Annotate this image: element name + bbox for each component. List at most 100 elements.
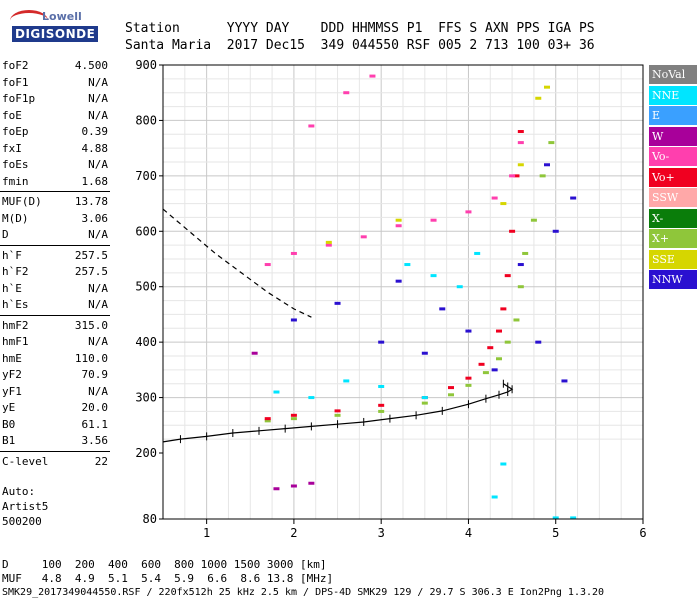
x-tick-label: 3 (378, 526, 385, 540)
data-point (539, 174, 546, 178)
data-point (530, 218, 537, 222)
data-point (251, 351, 258, 355)
data-point (378, 403, 385, 407)
param-value: N/A (88, 298, 108, 311)
param-row: yE 20.0 (0, 400, 112, 417)
param-value: 22 (94, 454, 108, 468)
data-point (509, 174, 516, 178)
data-point (504, 340, 511, 344)
legend-item: NoVal (649, 65, 697, 84)
data-point (500, 202, 507, 206)
param-label: hmE (2, 351, 22, 365)
data-point (504, 274, 511, 278)
param-row: M(D) 3.06 (0, 211, 112, 228)
distance-row: D 100 200 400 600 800 1000 1500 3000 [km… (2, 558, 327, 571)
data-point (308, 124, 315, 128)
scaled-parameters-panel: foF2 4.500 foF1 N/A foF1p N/A foE N/A foEp 0.39 fx… (0, 58, 112, 470)
param-value: N/A (88, 108, 108, 122)
data-point (570, 196, 577, 200)
legend-item: SSE (649, 249, 697, 269)
data-point (448, 386, 454, 390)
data-point (491, 368, 498, 372)
header-values: Santa Maria 2017 Dec15 349 044550 RSF 00… (125, 38, 595, 53)
param-value: N/A (88, 335, 108, 348)
param-label: foE (2, 108, 22, 122)
param-value: N/A (88, 92, 108, 105)
param-label: M(D) (2, 211, 29, 225)
param-value: N/A (88, 75, 108, 89)
param-row: hmF2 315.0 (0, 318, 112, 335)
param-value: 0.39 (81, 125, 109, 138)
param-row: foF1 N/A (0, 75, 112, 92)
data-point (552, 229, 559, 233)
station-header: Station YYYY DAY DDD HHMMSS P1 FFS S AXN… (125, 20, 595, 54)
lowell-digisonde-logo: Lowell DIGISONDE (6, 6, 116, 46)
x-tick-label: 2 (290, 526, 297, 540)
param-label: D (2, 228, 9, 241)
param-label: hmF1 (2, 335, 29, 348)
param-value: 3.56 (81, 434, 109, 447)
data-point (378, 409, 385, 413)
data-point (334, 301, 341, 305)
profile-dashed-curve (162, 208, 312, 318)
data-point (474, 251, 481, 255)
param-row: foEp 0.39 (0, 124, 112, 141)
data-point (421, 396, 428, 400)
data-point (343, 91, 350, 95)
param-value: 20.0 (81, 401, 109, 414)
data-point (325, 243, 332, 247)
data-point (491, 196, 498, 200)
param-value: 257.5 (74, 265, 108, 278)
param-value: 70.9 (81, 368, 109, 381)
legend-item: E (649, 106, 697, 125)
param-label: yF1 (2, 384, 22, 398)
data-point (264, 419, 271, 423)
data-point (439, 307, 446, 311)
legend-item: Vo+ (649, 167, 697, 187)
data-point (570, 516, 577, 520)
param-value: 4.88 (81, 141, 109, 155)
data-point (487, 346, 494, 350)
param-label: B0 (2, 417, 16, 431)
data-point (430, 274, 437, 278)
y-tick-label: 200 (135, 446, 157, 460)
data-point (290, 251, 297, 255)
x-tick-label: 5 (552, 526, 559, 540)
data-point (395, 218, 402, 222)
param-separator (0, 450, 110, 452)
data-point (264, 417, 271, 421)
param-row: hmE 110.0 (0, 351, 112, 368)
data-point (395, 279, 402, 283)
data-point (465, 210, 472, 214)
param-label: foF2 (2, 59, 29, 72)
data-point (500, 462, 507, 466)
legend: NoVal NNE E W Vo- Vo+ SSW X- X+ SSE NNW (649, 65, 697, 291)
param-label: fmin (2, 174, 29, 188)
param-label: h`F2 (2, 265, 29, 278)
data-point (509, 229, 516, 233)
param-label: foF1p (2, 92, 36, 105)
footer: D 100 200 400 600 800 1000 1500 3000 [km… (2, 558, 604, 600)
data-point (430, 218, 437, 222)
y-tick-label: 80 (143, 512, 157, 526)
data-point (395, 224, 402, 228)
y-tick-label: 600 (135, 224, 157, 238)
x-tick-label: 4 (465, 526, 472, 540)
auto-label: Auto: (2, 485, 36, 498)
data-point (421, 401, 428, 405)
data-point (465, 376, 472, 380)
data-point (517, 285, 524, 289)
param-value: 1.68 (81, 174, 109, 188)
data-point (264, 263, 271, 267)
logo-line1: Lowell (42, 10, 82, 23)
y-tick-label: 800 (135, 113, 157, 127)
data-point (482, 371, 489, 375)
chart-ticks: 1 2 3 4 5 6 80 200 300 400 500 600 700 800 900 (135, 58, 646, 540)
data-point (290, 318, 297, 322)
param-row: fxI 4.88 (0, 141, 112, 158)
param-row: foF1p N/A (0, 91, 112, 108)
x-tick-label: 6 (639, 526, 646, 540)
param-row: C-level 22 (0, 454, 112, 471)
data-point (334, 413, 341, 417)
